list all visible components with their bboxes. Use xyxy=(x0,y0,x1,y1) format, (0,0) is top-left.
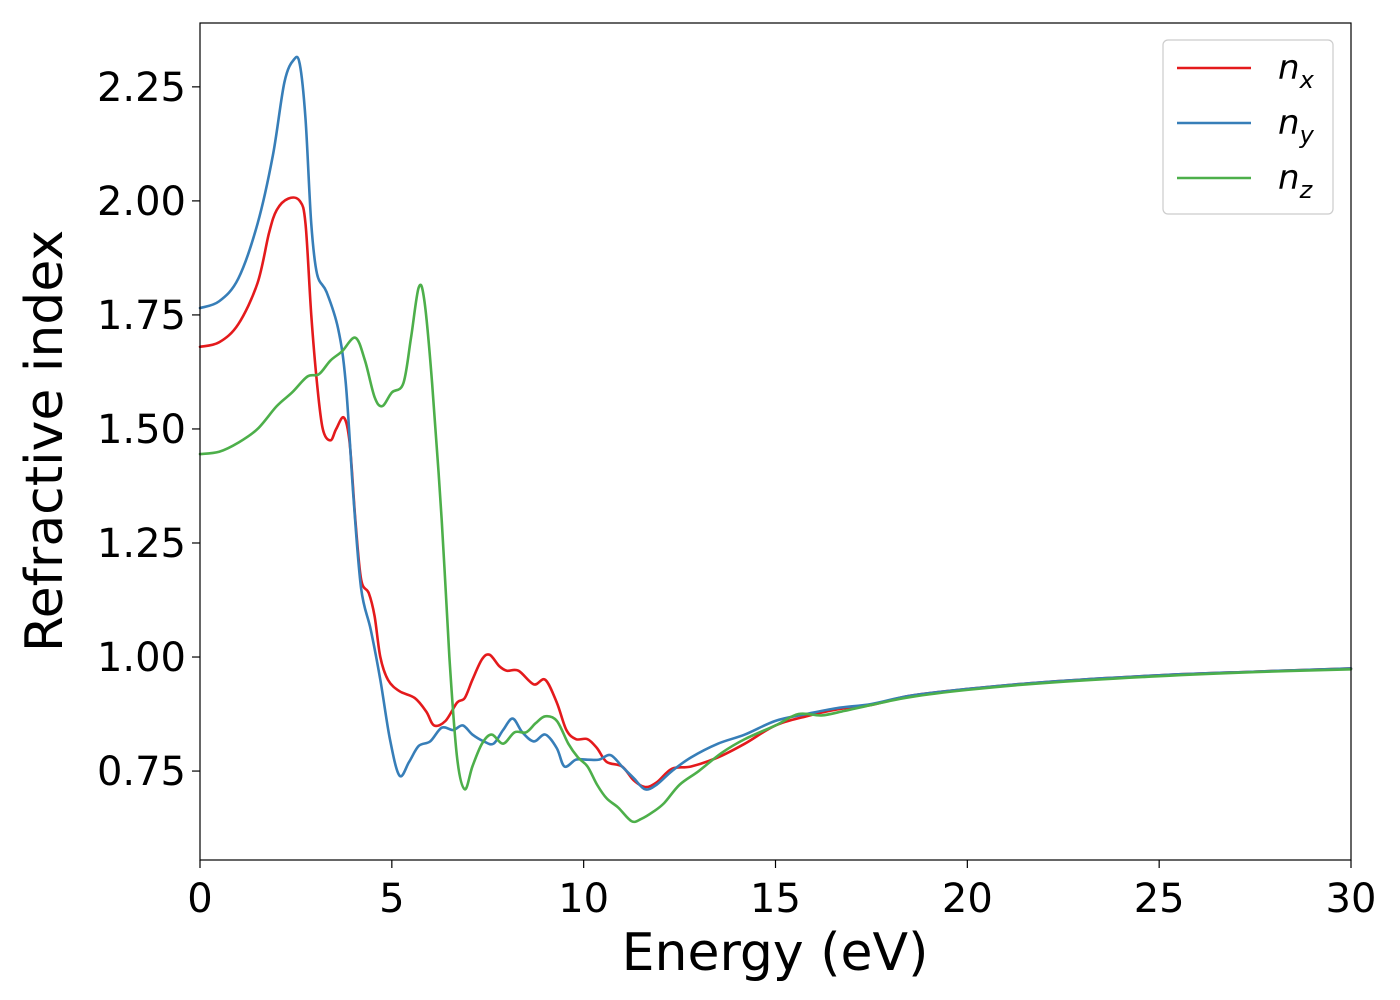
y-tick-label: 0.75 xyxy=(97,749,186,795)
legend-label-nz: nz xyxy=(1278,158,1314,204)
x-tick-label: 30 xyxy=(1326,876,1377,922)
x-axis-label: Energy (eV) xyxy=(622,923,929,983)
legend-label-nx: nx xyxy=(1278,48,1315,94)
x-tick-label: 20 xyxy=(942,876,993,922)
y-tick-label: 1.00 xyxy=(97,635,186,681)
series-line-nz xyxy=(198,283,1353,824)
x-tick-label: 25 xyxy=(1134,876,1185,922)
x-axis: 0 5 10 15 20 25 30 xyxy=(187,860,1376,922)
x-tick-label: 10 xyxy=(558,876,609,922)
series-layer xyxy=(198,55,1353,824)
y-tick-label: 1.75 xyxy=(97,293,186,339)
y-tick-label: 1.50 xyxy=(97,407,186,453)
y-tick-label: 2.00 xyxy=(97,179,186,225)
legend: nx ny nz xyxy=(1162,39,1334,215)
legend-box xyxy=(1162,39,1334,215)
y-axis-label: Refractive index xyxy=(15,230,75,652)
legend-label-ny: ny xyxy=(1278,103,1315,149)
y-axis: 0.75 1.00 1.25 1.50 1.75 2.00 2.25 xyxy=(97,65,200,795)
y-tick-label: 2.25 xyxy=(97,65,186,111)
y-tick-label: 1.25 xyxy=(97,521,186,567)
x-tick-label: 5 xyxy=(379,876,404,922)
x-tick-label: 15 xyxy=(750,876,801,922)
x-tick-label: 0 xyxy=(187,876,212,922)
